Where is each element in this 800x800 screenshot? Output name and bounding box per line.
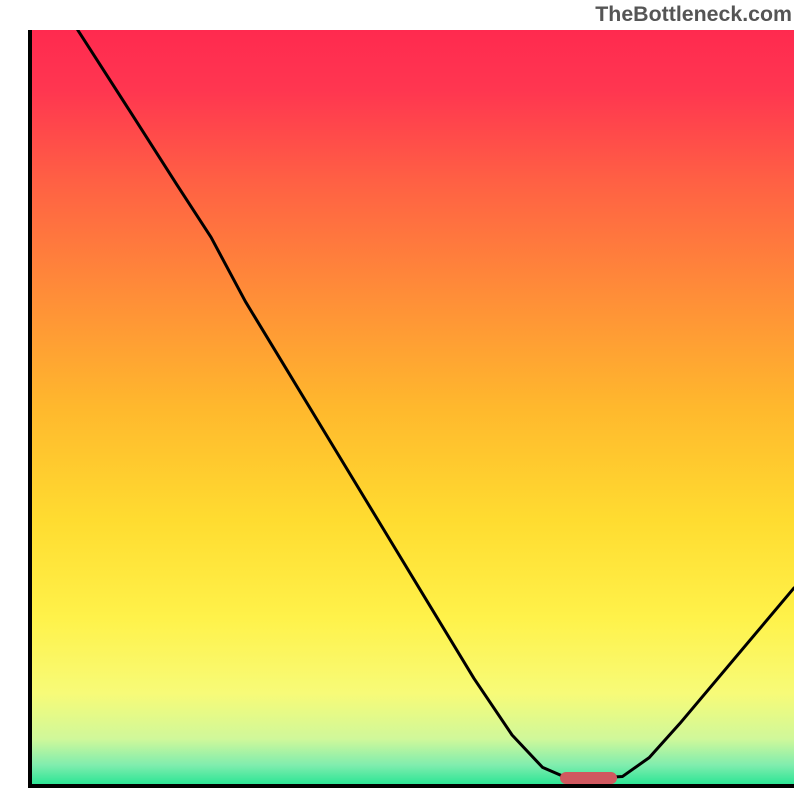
curve-svg (32, 30, 794, 784)
plot-area (32, 30, 794, 784)
chart-container: TheBottleneck.com (0, 0, 800, 800)
watermark-text: TheBottleneck.com (595, 2, 792, 27)
axis-bottom (28, 784, 794, 788)
bottleneck-curve (78, 30, 794, 778)
min-marker (560, 772, 617, 784)
axis-left (28, 30, 32, 784)
